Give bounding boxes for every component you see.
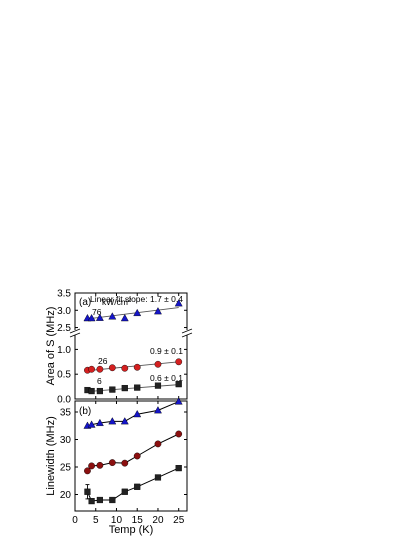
- point-a-circle: [88, 365, 95, 373]
- x-axis-label: Temp (K): [109, 524, 154, 536]
- point-a-triangle: [87, 314, 96, 322]
- ticks-layer: 2.5 3.0 3.5 0.0 0.5 1.0 20 25 30 35 0 5 10 15 20 25: [57, 289, 187, 526]
- power-label-26: 26: [98, 356, 108, 366]
- point-a-circle: [121, 364, 129, 372]
- series-line-b-square: [86, 467, 179, 502]
- point-b-square: [154, 474, 162, 481]
- x-tick-label: 15: [132, 515, 144, 526]
- point-a-square: [109, 386, 116, 393]
- slope-label-6: 0.6 ± 0.1: [150, 373, 183, 383]
- y-tick-label-b: 35: [60, 408, 72, 419]
- x-tick-label: 0: [72, 515, 78, 526]
- point-b-square: [121, 488, 128, 495]
- point-b-triangle: [154, 406, 162, 414]
- fit-slope-annotation: Linear fit slope: 1.7 ± 0.4: [90, 294, 183, 304]
- unit-superscript: 2: [128, 298, 132, 304]
- slope-label-26: 0.9 ± 0.1: [150, 346, 183, 356]
- point-b-triangle: [120, 417, 129, 425]
- point-b-triangle: [174, 397, 183, 405]
- point-a-square: [121, 384, 128, 392]
- y-tick-label-a-lower: 1.0: [57, 345, 71, 356]
- point-a-circle: [96, 365, 104, 373]
- unit-annotation: kW/cm2: [102, 297, 132, 307]
- point-b-triangle: [133, 409, 142, 418]
- x-tick-label: 20: [152, 515, 164, 526]
- power-label-76: 76: [92, 307, 102, 317]
- point-a-circle: [154, 360, 162, 368]
- data-markers: [83, 299, 183, 505]
- panel-b-frame: [74, 400, 188, 512]
- point-b-square: [96, 496, 103, 504]
- point-b-triangle: [95, 418, 104, 426]
- point-b-square: [88, 498, 95, 505]
- point-b-triangle: [108, 417, 117, 425]
- point-b-circle: [96, 461, 104, 469]
- y-tick-label-a-lower: 0.5: [57, 370, 71, 381]
- point-b-circle: [88, 462, 95, 470]
- fit-line-a-triangle: [87, 307, 179, 320]
- panel-a-ylabel: Area of S (MHz): [45, 307, 57, 386]
- y-tick-label-b: 25: [60, 463, 72, 474]
- point-a-square: [96, 387, 103, 395]
- point-b-circle: [154, 440, 162, 448]
- point-b-square: [134, 483, 141, 490]
- point-b-circle: [133, 452, 141, 460]
- point-a-square: [134, 384, 141, 391]
- point-b-triangle: [87, 420, 96, 428]
- point-a-triangle: [133, 308, 142, 317]
- point-b-circle: [121, 459, 129, 467]
- point-a-square: [154, 382, 162, 389]
- axis-break-left: [69, 328, 81, 338]
- point-a-triangle: [108, 312, 117, 320]
- y-tick-label-a-upper: 3.5: [57, 289, 71, 300]
- unit-text: kW/cm: [102, 297, 128, 307]
- x-tick-label: 10: [111, 515, 123, 526]
- point-a-triangle: [154, 307, 162, 315]
- point-a-circle: [108, 364, 116, 372]
- series-lines: [85, 401, 179, 502]
- point-b-circle: [175, 430, 183, 438]
- point-b-circle: [84, 467, 91, 475]
- x-tick-label: 5: [93, 515, 99, 526]
- panel-b-ylabel: Linewidth (MHz): [45, 416, 57, 495]
- panel-a-label: (a): [79, 297, 91, 308]
- point-b-square: [175, 465, 182, 472]
- point-b-square: [84, 488, 91, 495]
- point-a-triangle: [174, 299, 183, 307]
- y-tick-label-a-upper: 2.5: [57, 323, 71, 334]
- point-b-circle: [108, 459, 116, 466]
- point-a-square: [88, 387, 95, 395]
- panel-a-frame: [74, 292, 188, 400]
- point-a-circle: [133, 363, 141, 371]
- axis-break-right: [181, 328, 193, 338]
- power-label-6: 6: [97, 376, 102, 386]
- point-a-circle: [175, 358, 183, 366]
- point-a-triangle: [120, 314, 129, 322]
- point-a-square: [175, 381, 182, 388]
- y-tick-label-b: 30: [60, 435, 72, 446]
- y-tick-label-a-upper: 3.0: [57, 306, 71, 317]
- point-b-square: [109, 496, 116, 504]
- panel-b-label: (b): [79, 406, 91, 417]
- y-tick-label-a-lower: 0.0: [57, 395, 71, 406]
- point-a-triangle: [95, 313, 104, 321]
- x-tick-label: 25: [173, 515, 185, 526]
- y-tick-label-b: 20: [60, 490, 72, 501]
